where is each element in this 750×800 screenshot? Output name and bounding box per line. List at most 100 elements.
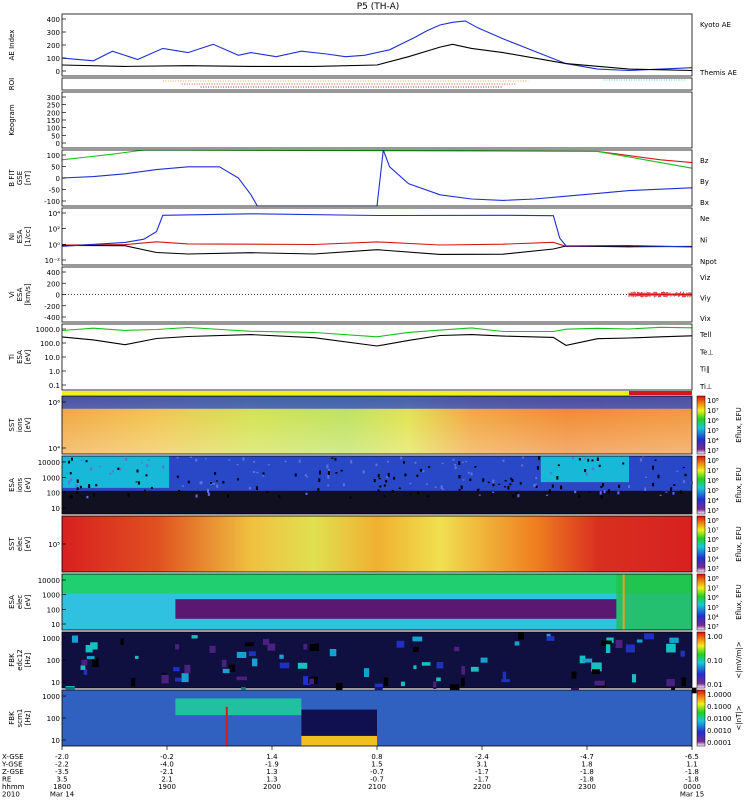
colorbar-tick-label: 10⁵: [707, 546, 719, 554]
colorbar-tick-label: 10⁸: [707, 575, 719, 583]
colorbar-tick-label: 10³: [707, 447, 719, 455]
heatmap-fbk_e: [62, 632, 697, 694]
heatmap-noise: [393, 476, 396, 480]
heatmap-noise: [469, 478, 472, 482]
heatmap-cell: [546, 633, 551, 638]
heatmap-cell: [236, 676, 247, 681]
time-tick-label-hhmm: 2100: [368, 783, 386, 791]
y-axis-label-line: Keogram: [8, 104, 16, 135]
heatmap-noise: [404, 473, 407, 477]
time-tick-label-x: -4.7: [580, 753, 594, 761]
heatmap-noise: [262, 474, 265, 477]
heatmap-noise: [92, 493, 95, 497]
panel-ylabel-fbk_b: FBK scm1 [Hz]: [8, 709, 32, 728]
heatmap-noise: [207, 492, 210, 496]
heatmap-cell: [279, 662, 290, 669]
heatmap-cell: [666, 679, 675, 687]
y-axis-label-line: ESA: [16, 287, 24, 301]
heatmap-noise: [373, 479, 376, 483]
y-tick-label: -200: [44, 303, 60, 311]
heatmap-noise: [510, 477, 513, 481]
colorbar-tick-label: 10⁶: [707, 594, 719, 602]
panel-frame-roi: [61, 77, 693, 91]
heatmap-cell: [454, 646, 460, 652]
heatmap-noise: [596, 457, 599, 462]
series-line-tell: [61, 334, 693, 347]
y-tick-label: 1000.0: [36, 326, 61, 334]
time-tick-label-hhmm: 0000: [683, 783, 701, 791]
colorbar-esa_i: [696, 455, 706, 515]
heatmap-noise: [200, 481, 203, 485]
colorbar-tick-label: 10⁴: [707, 437, 719, 445]
heatmap-noise: [319, 470, 322, 475]
heatmap-noise: [673, 484, 676, 486]
y-tick-label: 200: [47, 280, 60, 288]
heatmap-cell: [71, 635, 79, 643]
series-line-kyoto-ae: [61, 20, 693, 72]
heatmap-cell: [251, 658, 258, 667]
time-axis-row-label: RE: [2, 776, 11, 784]
heatmap-noise: [454, 464, 457, 466]
panel-ylabel-keogram: Keogram: [8, 104, 16, 135]
heatmap-noise: [253, 471, 256, 473]
heatmap-noise: [534, 483, 537, 488]
heatmap-noise: [195, 458, 198, 462]
panel-frame-keogram: [61, 91, 693, 149]
panel-ylabel-temperature: Ti ESA [eV]: [8, 349, 32, 364]
heatmap-noise: [362, 470, 365, 474]
y-tick-label: 100: [47, 715, 60, 723]
heatmap-cell: [691, 687, 697, 694]
y-axis-label-line: [nT]: [24, 171, 32, 185]
y-axis-label-line: ESA: [16, 350, 24, 364]
legend-viy: Viy: [700, 295, 711, 303]
y-ticks-esa_i: 10000 1000 100 10: [38, 459, 66, 513]
heatmap-cell: [92, 658, 99, 667]
heatmap-noise: [216, 484, 219, 488]
time-tick-label-x: 1.4: [266, 753, 278, 761]
heatmap-noise: [62, 460, 65, 463]
y-tick-label: 400: [47, 16, 60, 24]
heatmap-cell: [134, 655, 139, 659]
heatmap-noise: [684, 473, 687, 477]
heatmap-noise: [618, 484, 621, 488]
heatmap-noise: [331, 457, 334, 459]
heatmap-noise: [111, 470, 114, 473]
heatmap-noise: [470, 472, 473, 476]
heatmap-cell: [594, 680, 605, 686]
heatmap-cell: [161, 674, 169, 684]
heatmap-noise: [591, 467, 594, 471]
heatmap-cell: [173, 667, 180, 672]
y-tick-label: 0: [56, 292, 60, 300]
colorbar-tick-label: 0.10: [707, 657, 723, 665]
heatmap-noise: [213, 483, 216, 485]
heatmap-noise: [652, 482, 655, 487]
colorbar-label: <|mV/m|>: [735, 641, 743, 678]
heatmap-noise: [253, 460, 256, 463]
heatmap-noise: [248, 486, 251, 490]
panel-ylabel-bfit: B FIT GSE [nT]: [8, 169, 32, 187]
heatmap-noise: [236, 464, 239, 466]
colorbar-tick-label: 10⁸: [707, 457, 719, 465]
heatmap-noise: [476, 489, 479, 492]
legend-ne: Ne: [700, 215, 710, 223]
heatmap-noise: [416, 474, 419, 477]
colorbar-tick-label: 10⁵: [707, 604, 719, 612]
heatmap-noise: [672, 491, 675, 495]
heatmap-cell: [245, 642, 254, 647]
heatmap-noise: [317, 488, 320, 492]
y-axis-label-line: ions: [16, 417, 24, 432]
heatmap-noise: [377, 474, 380, 478]
heatmap-noise: [502, 459, 505, 462]
y-axis-label-line: ESA: [8, 478, 16, 492]
heatmap-low-band: [62, 490, 692, 514]
colorbar-tick-label: 0.0010: [707, 727, 732, 735]
heatmap-noise: [665, 491, 668, 493]
y-axis-label-line: SST: [8, 418, 16, 432]
y-tick-label: 10: [51, 679, 60, 687]
time-tick-label-hhmm: 2200: [473, 783, 491, 791]
heatmap-noise: [467, 471, 470, 474]
y-tick-label: 100: [47, 490, 60, 498]
y-axis-label-line: [Hz]: [24, 653, 32, 668]
y-axis-label-line: FBK: [8, 653, 16, 667]
